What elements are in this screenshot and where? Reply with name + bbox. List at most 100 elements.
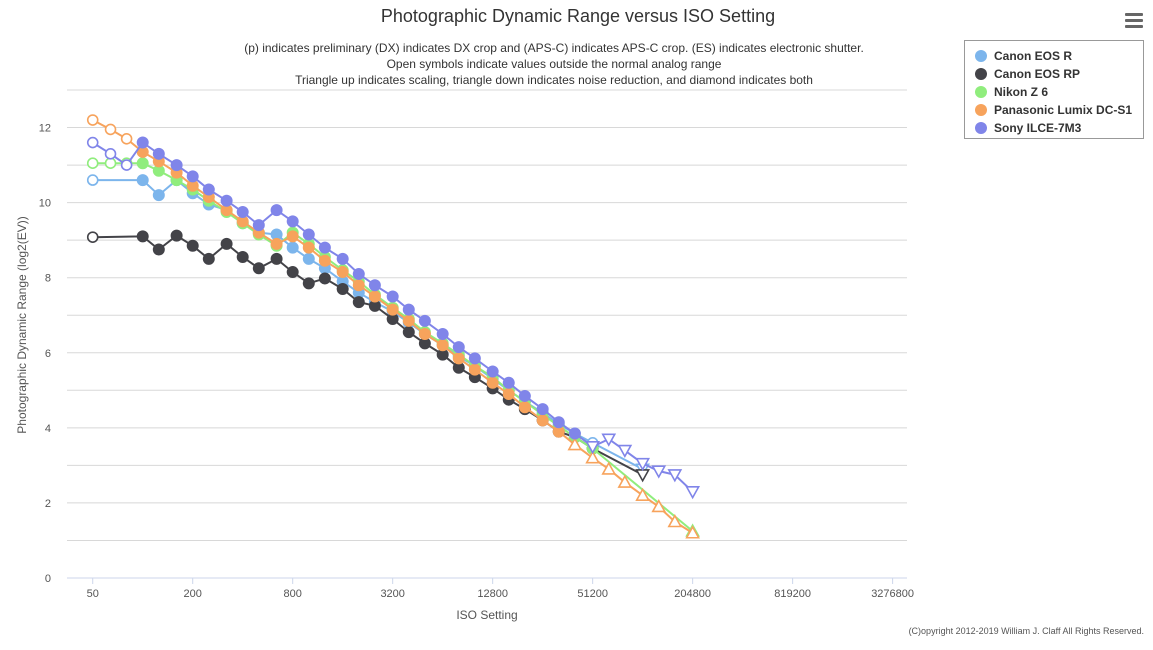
data-point xyxy=(418,314,431,327)
data-point xyxy=(202,183,215,196)
data-point xyxy=(104,157,117,169)
data-point xyxy=(368,290,381,303)
y-tick-label: 12 xyxy=(39,123,51,135)
data-point xyxy=(152,243,165,256)
menu-bar xyxy=(1125,13,1143,16)
data-point xyxy=(120,159,133,171)
data-point xyxy=(617,474,633,488)
data-point xyxy=(536,414,549,427)
x-tick-label: 819200 xyxy=(774,588,811,600)
data-point xyxy=(452,341,465,354)
data-point xyxy=(368,279,381,292)
legend: Canon EOS R Canon EOS RP Nikon Z 6 Panasoni… xyxy=(964,40,1144,139)
x-tick-label: 3200 xyxy=(380,588,404,600)
y-tick-label: 4 xyxy=(45,423,51,435)
y-tick-label: 10 xyxy=(39,198,51,210)
legend-marker xyxy=(975,122,987,134)
credits: (C)opyright 2012-2019 William J. Claff A… xyxy=(908,626,1144,636)
data-point xyxy=(568,427,581,440)
legend-marker-icon xyxy=(975,104,987,116)
data-point xyxy=(236,251,249,264)
data-point xyxy=(667,469,683,483)
data-point xyxy=(651,499,667,513)
x-tick-label: 200 xyxy=(184,588,202,600)
y-tick-label: 8 xyxy=(45,273,51,285)
data-point xyxy=(536,403,549,416)
data-point xyxy=(170,229,183,242)
data-point xyxy=(386,303,399,316)
data-point xyxy=(86,114,99,126)
data-point xyxy=(402,303,415,316)
data-point xyxy=(436,339,449,352)
data-point xyxy=(635,487,651,502)
data-point xyxy=(468,352,481,365)
hamburger-menu-icon[interactable] xyxy=(1122,10,1146,32)
data-point xyxy=(270,237,283,250)
data-point xyxy=(585,450,601,464)
data-point xyxy=(302,252,315,265)
data-point xyxy=(270,252,283,265)
data-point xyxy=(552,416,565,429)
data-point xyxy=(270,204,283,217)
data-point xyxy=(601,461,617,475)
legend-label: Sony ILCE-7M3 xyxy=(994,121,1082,135)
data-point xyxy=(486,376,499,389)
data-point xyxy=(104,123,117,136)
data-point xyxy=(220,237,233,250)
x-tick-label: 51200 xyxy=(577,588,608,600)
data-point xyxy=(136,136,149,149)
y-tick-label: 0 xyxy=(45,573,51,585)
x-tick-label: 50 xyxy=(87,588,99,600)
y-tick-label: 2 xyxy=(45,498,51,510)
data-point xyxy=(136,230,149,243)
subtitle-line: Triangle up indicates scaling, triangle … xyxy=(295,73,813,87)
legend-label: Panasonic Lumix DC-S1 xyxy=(994,103,1133,117)
data-point xyxy=(286,230,299,243)
chart-title: Photographic Dynamic Range versus ISO Se… xyxy=(380,6,776,26)
data-point xyxy=(685,486,701,500)
data-point xyxy=(585,441,601,455)
x-tick-label: 12800 xyxy=(477,588,508,600)
data-point xyxy=(302,241,315,254)
data-point xyxy=(518,401,531,414)
data-point xyxy=(302,228,315,241)
data-point xyxy=(170,159,183,172)
legend-label: Canon EOS R xyxy=(994,49,1073,63)
data-point xyxy=(352,296,365,309)
data-point xyxy=(86,157,99,169)
data-point xyxy=(86,174,99,186)
data-point xyxy=(336,266,349,279)
data-point xyxy=(468,363,481,376)
data-point xyxy=(302,277,315,290)
data-point xyxy=(336,252,349,265)
legend-marker xyxy=(975,68,987,80)
data-point xyxy=(685,525,701,539)
data-point xyxy=(402,314,415,327)
data-point xyxy=(186,170,199,183)
data-point xyxy=(518,389,531,402)
y-axis-title: Photographic Dynamic Range (log2(EV)) xyxy=(15,216,29,434)
data-point xyxy=(120,133,133,145)
data-point xyxy=(502,376,515,389)
data-point xyxy=(318,241,331,254)
series-panasonic-lumix-dc-s1 xyxy=(86,114,701,539)
menu-bar xyxy=(1125,25,1143,28)
data-point xyxy=(336,282,349,295)
data-point xyxy=(502,388,515,401)
data-point xyxy=(667,514,683,528)
data-point xyxy=(152,147,165,160)
data-point xyxy=(202,252,215,265)
chart-subtitle: (p) indicates preliminary (DX) indicates… xyxy=(150,40,958,88)
series-canon-eos-rp xyxy=(86,229,651,483)
data-point xyxy=(186,239,199,252)
data-point xyxy=(318,254,331,267)
data-point xyxy=(286,266,299,279)
data-point xyxy=(104,148,117,160)
legend-label: Canon EOS RP xyxy=(994,67,1081,81)
x-tick-label: 204800 xyxy=(674,588,711,600)
subtitle-line: Open symbols indicate values outside the… xyxy=(386,57,722,71)
data-point xyxy=(601,433,617,447)
data-point xyxy=(352,279,365,292)
data-point xyxy=(152,189,165,202)
legend-marker-icon xyxy=(975,68,987,80)
